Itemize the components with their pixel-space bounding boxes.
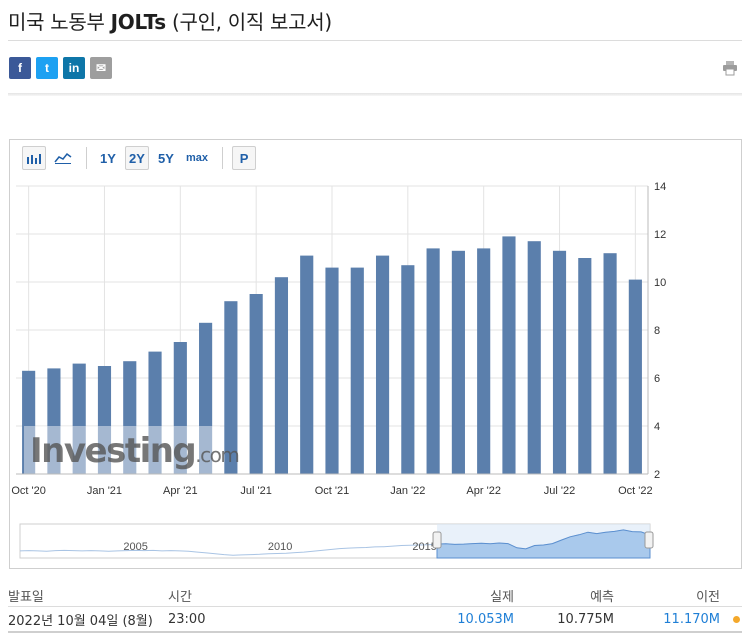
bar bbox=[47, 368, 61, 474]
facebook-share-button[interactable]: f bbox=[9, 57, 31, 79]
forecast-value: 10.775M bbox=[557, 611, 614, 627]
navigator-selected-area bbox=[436, 529, 651, 559]
navigator-year-label: 2015 bbox=[412, 541, 436, 553]
linkedin-share-button[interactable]: in bbox=[63, 57, 85, 79]
bar bbox=[199, 322, 213, 474]
y-tick-label: 12 bbox=[654, 229, 666, 241]
twitter-share-button[interactable]: t bbox=[36, 57, 58, 79]
area-chart-toggle[interactable] bbox=[51, 146, 75, 170]
bar bbox=[426, 248, 440, 474]
bar bbox=[350, 267, 364, 474]
bar bbox=[628, 279, 642, 474]
range-2y-button[interactable]: 2Y bbox=[125, 146, 149, 170]
email-icon: ✉ bbox=[95, 61, 107, 75]
release-date: 2022년 10월 04일 (8월) bbox=[8, 613, 153, 629]
bar bbox=[224, 301, 238, 474]
y-tick-label: 2 bbox=[654, 469, 660, 481]
area-chart-icon bbox=[54, 152, 72, 164]
bar bbox=[148, 351, 162, 474]
header-actual: 실제 bbox=[490, 590, 514, 605]
bar bbox=[325, 267, 339, 474]
bar bbox=[249, 294, 263, 474]
chart-container: 1Y 2Y 5Y max P Investing.com 2 4 6 8 10 12 14 O… bbox=[9, 139, 742, 569]
y-tick-label: 6 bbox=[654, 373, 660, 385]
watermark-backdrop bbox=[24, 426, 220, 474]
x-tick-label: Oct '21 bbox=[315, 485, 350, 497]
x-tick-label: Jul '22 bbox=[544, 485, 575, 497]
bar bbox=[552, 250, 567, 474]
bar bbox=[375, 255, 390, 474]
bar bbox=[477, 248, 491, 474]
navigator-handle[interactable] bbox=[644, 531, 654, 549]
section-divider bbox=[8, 93, 742, 96]
bar bbox=[578, 258, 592, 474]
title-bold: JOLTs bbox=[110, 10, 167, 34]
previous-status-dot bbox=[733, 615, 740, 623]
header-date: 발표일 bbox=[8, 590, 44, 605]
range-1y-button[interactable]: 1Y bbox=[100, 150, 116, 166]
range-5y-button[interactable]: 5Y bbox=[158, 150, 174, 166]
title-suffix: (구인, 이직 보고서) bbox=[165, 10, 332, 34]
bar bbox=[451, 250, 465, 474]
jolts-bar-chart: Investing.com 2 4 6 8 10 12 14 Oct '20 Jan '21 Ap… bbox=[11, 181, 666, 559]
y-tick-label: 14 bbox=[654, 181, 666, 193]
header-forecast: 예측 bbox=[590, 590, 614, 605]
x-tick-label: Jul '21 bbox=[240, 485, 271, 497]
release-table: 발표일 시간 실제 예측 이전 2022년 10월 04일 (8월) 23:00… bbox=[8, 585, 742, 633]
header-time: 시간 bbox=[168, 590, 192, 605]
previous-value: 11.170M bbox=[663, 611, 720, 627]
x-tick-label: Apr '22 bbox=[466, 485, 501, 497]
range-max-button[interactable]: max bbox=[186, 152, 209, 164]
share-bar: f t in ✉ bbox=[9, 57, 112, 79]
toolbar-separator bbox=[222, 147, 224, 169]
bar bbox=[502, 236, 516, 474]
title-divider bbox=[8, 40, 742, 41]
x-tick-label: Oct '20 bbox=[11, 485, 46, 497]
title-prefix: 미국 노동부 bbox=[8, 10, 111, 34]
navigator-year-label: 2005 bbox=[123, 541, 147, 553]
y-tick-label: 4 bbox=[654, 421, 660, 433]
twitter-icon: t bbox=[45, 61, 49, 75]
bar-chart-icon bbox=[27, 154, 41, 164]
y-tick-label: 10 bbox=[654, 277, 666, 289]
page-title: 미국 노동부 JOLTs (구인, 이직 보고서) bbox=[8, 6, 332, 35]
p-button[interactable]: P bbox=[232, 146, 257, 170]
table-row: 2022년 10월 04일 (8월) 23:00 10.053M 10.775M… bbox=[8, 607, 742, 633]
linkedin-icon: in bbox=[68, 61, 80, 75]
x-tick-label: Jan '22 bbox=[390, 485, 425, 497]
bar bbox=[300, 255, 314, 474]
navigator-handle[interactable] bbox=[432, 531, 442, 549]
x-tick-label: Jan '21 bbox=[87, 485, 122, 497]
bar bbox=[72, 363, 86, 474]
facebook-icon: f bbox=[18, 61, 22, 75]
bar bbox=[22, 370, 36, 474]
bar bbox=[97, 366, 112, 474]
bar bbox=[123, 361, 137, 474]
toolbar-separator bbox=[86, 147, 87, 169]
release-time: 23:00 bbox=[168, 611, 206, 627]
email-share-button[interactable]: ✉ bbox=[90, 57, 112, 79]
header-previous: 이전 bbox=[696, 590, 720, 605]
x-tick-label: Apr '21 bbox=[163, 485, 198, 497]
investing-watermark: Investing.com bbox=[30, 431, 238, 471]
x-tick-label: Oct '22 bbox=[618, 485, 653, 497]
chart-toolbar: 1Y 2Y 5Y max P bbox=[22, 145, 261, 171]
table-header: 발표일 시간 실제 예측 이전 bbox=[8, 585, 742, 607]
bar bbox=[173, 342, 187, 474]
bar bbox=[401, 265, 415, 474]
navigator-year-label: 2010 bbox=[268, 541, 292, 553]
actual-value: 10.053M bbox=[457, 611, 514, 627]
y-tick-label: 8 bbox=[654, 325, 660, 337]
bar-chart-toggle[interactable] bbox=[22, 146, 46, 170]
bar bbox=[603, 253, 617, 474]
bar bbox=[527, 241, 541, 474]
bar bbox=[274, 277, 289, 474]
print-icon[interactable] bbox=[722, 60, 738, 76]
